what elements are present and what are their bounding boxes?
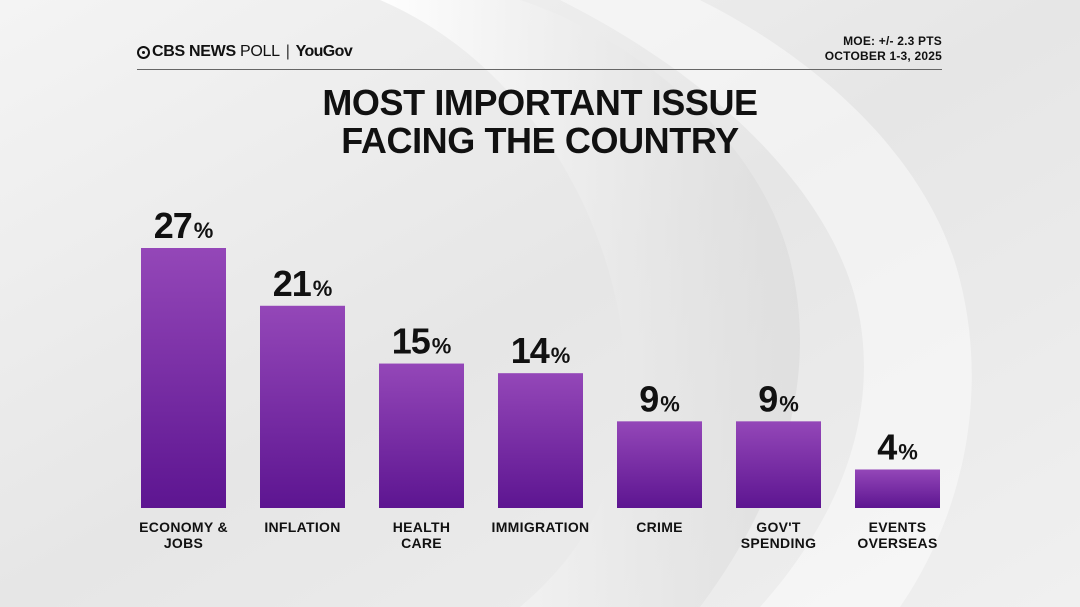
brand-logo: CBS NEWS POLL | YouGov [137, 43, 353, 61]
category-label-0: ECONOMY & JOBS [139, 519, 228, 551]
category-label-4: CRIME [636, 519, 683, 535]
bar-3 [498, 373, 583, 508]
chart-title-line-2: FACING THE COUNTRY [341, 120, 739, 161]
chart-title-line-1: MOST IMPORTANT ISSUE [322, 82, 758, 123]
bar-1 [260, 305, 345, 508]
category-label-5: GOV'T SPENDING [741, 519, 817, 551]
bar-6 [855, 469, 940, 508]
value-label-3: 14% [511, 330, 571, 371]
value-label-5: 9% [758, 378, 799, 419]
poll-meta: MOE: +/- 2.3 PTS OCTOBER 1-3, 2025 [825, 34, 942, 64]
margin-of-error: MOE: +/- 2.3 PTS [843, 34, 942, 48]
value-label-4: 9% [639, 378, 680, 419]
poll-dates: OCTOBER 1-3, 2025 [824, 49, 942, 63]
cbs-eye-icon [137, 46, 150, 59]
chart-title: MOST IMPORTANT ISSUE FACING THE COUNTRY [0, 84, 1080, 160]
brand-separator: | [285, 43, 290, 60]
category-label-3: IMMIGRATION [492, 519, 590, 535]
bar-5 [736, 421, 821, 508]
value-label-6: 4% [877, 426, 918, 467]
category-label-1: INFLATION [264, 519, 340, 535]
value-label-1: 21% [273, 263, 333, 304]
category-label-2: HEALTH CARE [393, 519, 451, 551]
bar-0 [141, 248, 226, 508]
category-label-6: EVENTS OVERSEAS [857, 519, 937, 551]
header-divider [137, 69, 942, 70]
value-label-0: 27% [154, 205, 214, 246]
bar-4 [617, 421, 702, 508]
bar-2 [379, 363, 464, 508]
value-label-2: 15% [392, 321, 452, 362]
